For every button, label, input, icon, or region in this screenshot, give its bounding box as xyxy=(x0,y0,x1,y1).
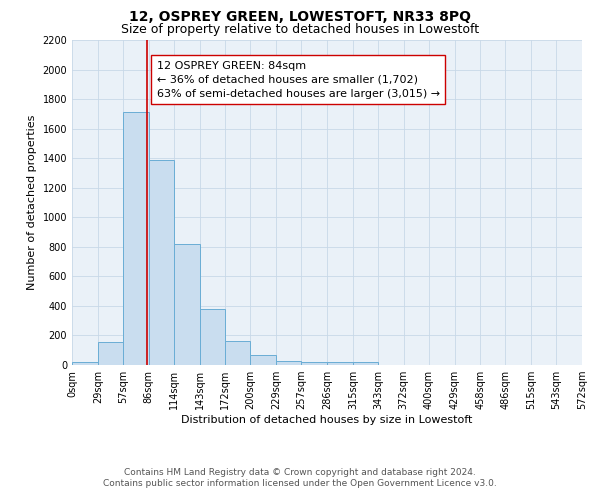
Bar xyxy=(72,362,98,365)
Bar xyxy=(98,342,123,365)
Y-axis label: Number of detached properties: Number of detached properties xyxy=(27,115,37,290)
Text: 12 OSPREY GREEN: 84sqm
← 36% of detached houses are smaller (1,702)
63% of semi-: 12 OSPREY GREEN: 84sqm ← 36% of detached… xyxy=(157,60,440,98)
Bar xyxy=(353,362,378,365)
Bar xyxy=(276,360,301,365)
Bar xyxy=(327,362,353,365)
X-axis label: Distribution of detached houses by size in Lowestoft: Distribution of detached houses by size … xyxy=(181,415,473,425)
Text: Contains HM Land Registry data © Crown copyright and database right 2024.
Contai: Contains HM Land Registry data © Crown c… xyxy=(103,468,497,487)
Bar xyxy=(149,160,173,365)
Bar xyxy=(250,356,276,365)
Bar xyxy=(199,309,226,365)
Bar xyxy=(123,112,149,365)
Bar xyxy=(226,342,250,365)
Text: 12, OSPREY GREEN, LOWESTOFT, NR33 8PQ: 12, OSPREY GREEN, LOWESTOFT, NR33 8PQ xyxy=(129,10,471,24)
Text: Size of property relative to detached houses in Lowestoft: Size of property relative to detached ho… xyxy=(121,22,479,36)
Bar xyxy=(301,362,327,365)
Bar xyxy=(173,244,199,365)
